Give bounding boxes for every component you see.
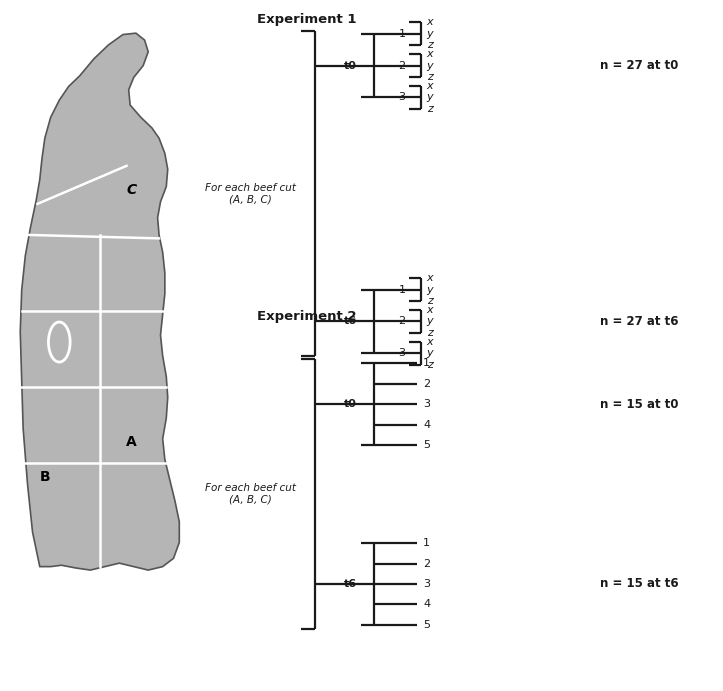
Text: x: x [427, 273, 433, 283]
Text: Experiment 2: Experiment 2 [257, 310, 356, 323]
Text: 4: 4 [423, 599, 430, 609]
Text: C: C [127, 183, 137, 197]
Text: x: x [427, 81, 433, 91]
Text: z: z [427, 359, 432, 370]
Text: z: z [427, 40, 432, 50]
Text: t6: t6 [344, 579, 357, 589]
Text: x: x [427, 337, 433, 347]
Text: y: y [427, 348, 433, 358]
Text: 3: 3 [423, 399, 430, 409]
Text: y: y [427, 61, 433, 70]
Text: z: z [427, 104, 432, 114]
Text: n = 15 at t0: n = 15 at t0 [600, 398, 679, 410]
Text: n = 15 at t6: n = 15 at t6 [600, 578, 679, 590]
Text: x: x [427, 49, 433, 59]
Text: y: y [427, 29, 433, 39]
Text: 3: 3 [398, 93, 406, 102]
Text: 1: 1 [398, 285, 406, 294]
Text: 2: 2 [398, 61, 406, 70]
Text: x: x [427, 305, 433, 315]
Text: B: B [40, 470, 50, 484]
Text: 2: 2 [423, 558, 430, 569]
Text: t0: t0 [344, 399, 357, 409]
Text: n = 27 at t0: n = 27 at t0 [600, 59, 678, 72]
Text: For each beef cut
(A, B, C): For each beef cut (A, B, C) [205, 483, 296, 505]
Text: 4: 4 [423, 419, 430, 430]
Text: A: A [127, 435, 137, 449]
Text: t0: t0 [344, 61, 357, 70]
Text: 5: 5 [423, 440, 430, 450]
Text: y: y [427, 316, 433, 326]
Text: y: y [427, 285, 433, 294]
Text: 1: 1 [423, 538, 430, 548]
Text: For each beef cut
(A, B, C): For each beef cut (A, B, C) [205, 182, 296, 205]
Text: z: z [427, 72, 432, 82]
Text: x: x [427, 17, 433, 28]
Text: 1: 1 [398, 29, 406, 39]
Text: Experiment 1: Experiment 1 [257, 13, 356, 26]
Text: 2: 2 [423, 379, 430, 389]
Text: 2: 2 [398, 316, 406, 326]
Text: 3: 3 [423, 579, 430, 589]
Text: 3: 3 [398, 348, 406, 358]
Text: z: z [427, 328, 432, 338]
Text: t6: t6 [344, 316, 357, 326]
Text: 5: 5 [423, 620, 430, 630]
Polygon shape [20, 33, 179, 570]
Text: y: y [427, 93, 433, 102]
Text: n = 27 at t6: n = 27 at t6 [600, 315, 679, 328]
Text: 1: 1 [423, 359, 430, 368]
Text: z: z [427, 296, 432, 306]
